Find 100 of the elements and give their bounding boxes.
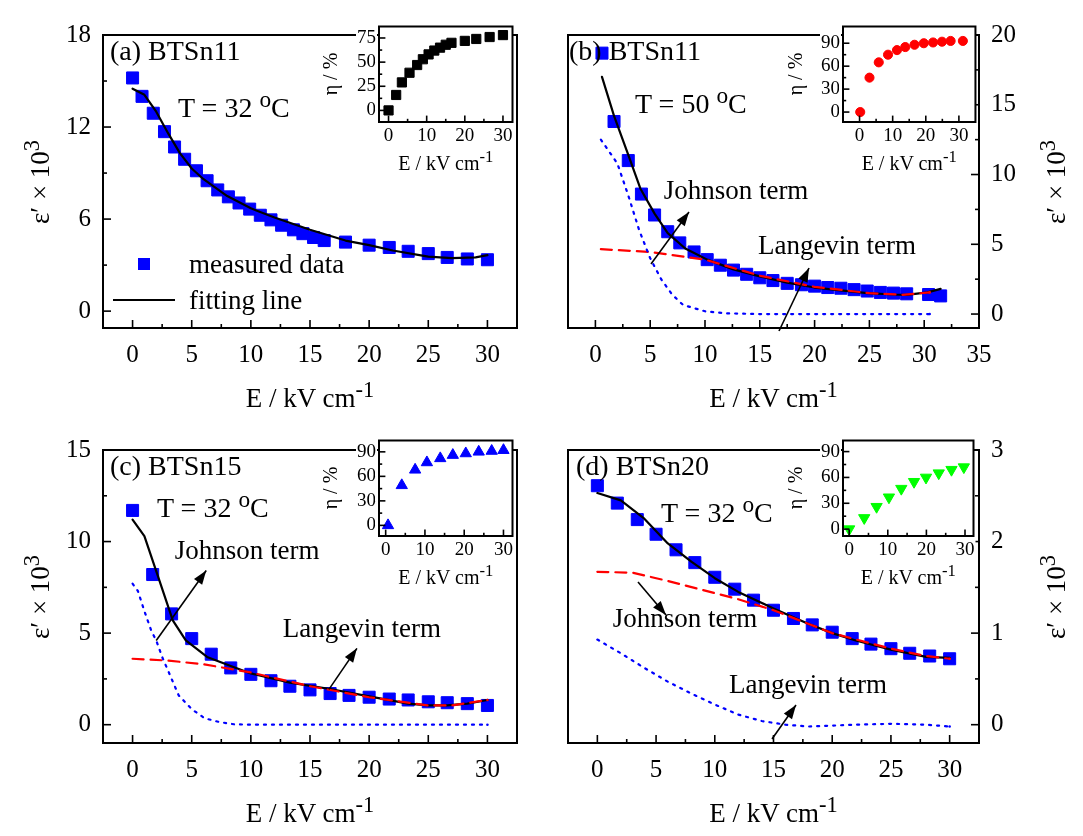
point [907,477,921,489]
point [497,30,509,41]
x-tick-label: 25 [415,339,441,367]
point [408,462,422,474]
y-tick-label: 0 [366,513,376,535]
x-axis-title: E / kV cm$^{-1}$ [861,147,957,174]
point [870,502,883,514]
y-tick-label: 30 [357,488,376,510]
point [864,72,875,83]
x-tick-label: 30 [911,339,937,367]
point [446,37,457,48]
point [858,514,871,525]
chart-title: (c) BTSn15 [110,450,242,482]
x-tick-label: 15 [297,754,323,782]
x-tick-label: 25 [856,339,882,367]
x-tick-label: 0 [126,339,139,367]
x-tick-label: 25 [878,754,904,782]
point [943,652,957,666]
y2-tick-label: 0 [991,709,1004,737]
y2-tick-label: 10 [991,159,1016,187]
chart-title: (a) BTSn11 [110,35,241,67]
x-axis-title: E / kV cm$^{-1}$ [709,792,838,829]
y-tick-label: 6 [78,203,91,231]
x-tick-label: 10 [238,754,264,782]
point [936,36,948,47]
point [928,37,939,48]
point [919,473,933,485]
point [957,463,970,475]
chart-title: (b) BTSn11 [569,35,701,67]
point [934,289,948,303]
x-tick-label: 30 [949,124,969,146]
x-tick-label: 25 [415,754,441,782]
annotation: Johnson term [174,534,320,565]
point [945,465,958,477]
y-tick-label: 90 [357,439,376,461]
x-tick-label: 0 [126,754,139,782]
point [485,444,498,455]
point [391,89,402,101]
x-tick-label: 20 [455,124,475,146]
y-tick-label: 5 [78,617,91,645]
x-tick-label: 35 [966,339,992,367]
y-tick-label: 0 [830,100,840,122]
x-tick-label: 20 [454,538,474,560]
text: T = 32 $^{o}$C [661,491,773,530]
x-tick-label: 10 [702,754,728,782]
y-tick-label: 0 [366,98,376,120]
x-axis-title: E / kV cm$^{-1}$ [709,377,838,414]
x-tick-label: 5 [649,754,663,782]
y-tick-label: 60 [821,465,840,487]
point [882,493,896,505]
y-tick-label: 30 [821,491,840,513]
y-tick-label: 30 [821,77,840,99]
annotation: Johnson term [663,175,809,206]
x-tick-label: 5 [185,754,198,782]
x-axis-title: E / kV cm$^{-1}$ [860,561,956,588]
point [909,39,920,50]
x-tick-label: 10 [417,124,437,146]
y-tick-label: 60 [821,54,840,76]
x-tick-label: 15 [761,754,786,782]
y2-tick-label: 2 [991,526,1004,554]
x-tick-label: 20 [916,538,936,560]
point [480,698,494,712]
y-tick-label: 12 [66,111,91,139]
x-axis-title: E / kV cm$^{-1}$ [398,147,494,174]
text: T = 32 $^{o}$C [157,486,269,525]
x-tick-label: 5 [643,339,657,367]
point [855,107,866,118]
y2-tick-label: 20 [991,19,1016,47]
point [484,31,495,43]
x-tick-label: 10 [883,124,903,146]
point [918,38,929,49]
point [873,57,884,68]
point [895,484,908,496]
point [395,478,408,490]
line-series [596,638,951,728]
point [891,45,903,56]
x-tick-label: 10 [238,339,264,367]
x-tick-label: 30 [493,124,513,146]
x-tick-label: 0 [589,339,602,367]
y-axis-title: η / % [319,52,341,96]
y-tick-label: 90 [821,31,840,53]
y-tick-label: 0 [830,517,840,539]
x-tick-label: 20 [356,754,382,782]
annotation: Langevin term [282,613,442,644]
y-axis-title: η / % [319,466,341,510]
x-tick-label: 30 [937,754,963,782]
x-tick-label: 20 [916,124,936,146]
y-tick-label: 0 [78,709,91,737]
x-tick-label: 20 [819,754,845,782]
point [434,451,447,463]
x-tick-label: 0 [844,538,854,560]
x-tick-label: 30 [493,538,513,560]
y-tick-label: 0 [78,295,91,323]
x-axis-title: E / kV cm$^{-1}$ [398,561,494,588]
point [396,77,407,88]
x-tick-label: 0 [591,754,604,782]
x-tick-label: 10 [415,538,435,560]
y2-tick-label: 5 [991,228,1004,256]
point [404,67,415,78]
x-tick-label: 5 [185,339,198,367]
